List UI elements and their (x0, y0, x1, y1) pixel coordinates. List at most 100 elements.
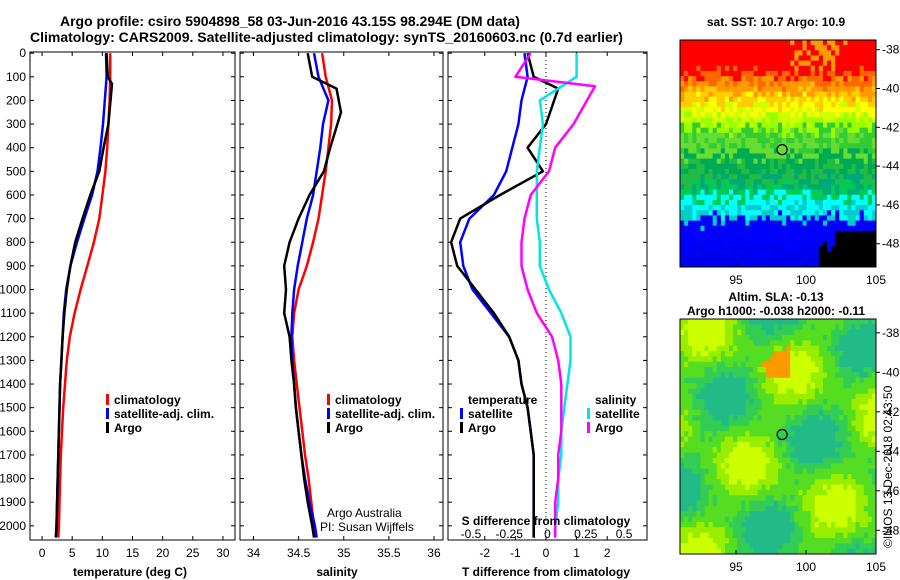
map-cell (790, 425, 795, 432)
depth-tick-label: 200 (6, 93, 26, 107)
map-cell (724, 148, 730, 154)
map-cell (733, 468, 738, 475)
map-cell (712, 40, 718, 46)
map-cell (724, 194, 730, 201)
map-cell (855, 261, 861, 268)
map-cell (855, 184, 861, 191)
map-cell (700, 199, 705, 206)
map-cell (778, 199, 783, 206)
map-cell (831, 388, 836, 395)
map-cell (749, 345, 754, 352)
map-cell (871, 246, 877, 252)
map-cell (786, 479, 791, 485)
map-cell (843, 415, 848, 421)
map-cell (700, 324, 705, 331)
map-cell (863, 441, 869, 448)
map-cell (700, 452, 705, 459)
map-cell (778, 256, 783, 263)
map-cell (729, 495, 734, 501)
map-cell (704, 132, 709, 139)
map-cell (745, 377, 750, 384)
map-cell (753, 65, 758, 72)
map-cell (843, 50, 848, 56)
map-cell (733, 261, 738, 268)
map-cell (867, 511, 873, 518)
map-cell (839, 441, 844, 448)
map-cell (802, 174, 807, 180)
map-cell (855, 436, 861, 443)
map-cell (798, 468, 803, 475)
map-cell (814, 215, 820, 221)
map-cell (847, 163, 852, 170)
map-cell (773, 500, 779, 507)
map-cell (773, 60, 779, 67)
map-cell (696, 340, 701, 347)
map-cell (843, 393, 848, 400)
map-cell (790, 189, 795, 196)
map-cell (741, 543, 746, 550)
map-cell (761, 345, 767, 352)
map-cell (769, 484, 775, 491)
map-cell (729, 532, 734, 539)
map-cell (798, 548, 803, 555)
map-cell (716, 76, 722, 82)
map-cell (737, 86, 742, 92)
map-cell (859, 256, 865, 263)
map-cell (692, 163, 697, 170)
map-cell (741, 404, 746, 411)
map-cell (688, 127, 693, 134)
map-cell (847, 86, 852, 92)
map-cell (720, 112, 726, 118)
map-cell (708, 215, 714, 221)
map-cell (712, 468, 718, 475)
map-cell (741, 340, 746, 347)
map-cell (822, 436, 828, 443)
map-cell (684, 393, 689, 400)
map-cell (761, 319, 767, 325)
map-cell (720, 441, 726, 448)
map-cell (761, 189, 767, 196)
map-cell (720, 70, 726, 77)
map-cell (696, 70, 701, 77)
map-cell (855, 420, 861, 427)
map-cell (761, 537, 767, 544)
map-cell (773, 138, 779, 144)
map-cell (724, 189, 730, 196)
map-cell (822, 107, 828, 113)
map-cell (827, 112, 832, 118)
map-cell (798, 55, 803, 62)
map-cell (741, 495, 746, 501)
map-cell (851, 495, 856, 501)
map-cell (724, 367, 730, 373)
map-cell (810, 415, 816, 421)
s-diff-xlabel: S difference from climatology (462, 514, 631, 528)
map-cell (843, 532, 848, 539)
map-cell (737, 468, 742, 475)
argo-position-marker (776, 144, 788, 156)
map-cell (835, 441, 840, 448)
map-cell (778, 138, 783, 144)
map-cell (680, 527, 685, 534)
map-cell (716, 521, 722, 528)
map-cell (696, 329, 701, 336)
map-cell (847, 436, 852, 443)
map-cell (835, 236, 840, 242)
map-cell (810, 138, 816, 144)
map-cell (871, 367, 877, 373)
map-cell (851, 163, 856, 170)
map-cell (851, 122, 856, 129)
map-cell (769, 383, 775, 389)
map-cell (700, 241, 705, 247)
map-cell (847, 479, 852, 485)
map-cell (778, 55, 783, 62)
map-cell (794, 516, 799, 523)
map-cell (761, 81, 767, 87)
map-cell (814, 351, 820, 357)
map-cell (724, 199, 730, 206)
map-cell (761, 351, 767, 357)
map-cell (798, 246, 803, 252)
map-cell (843, 452, 848, 459)
map-cell (863, 361, 869, 368)
map-cell (839, 436, 844, 443)
map-cell (802, 96, 807, 103)
